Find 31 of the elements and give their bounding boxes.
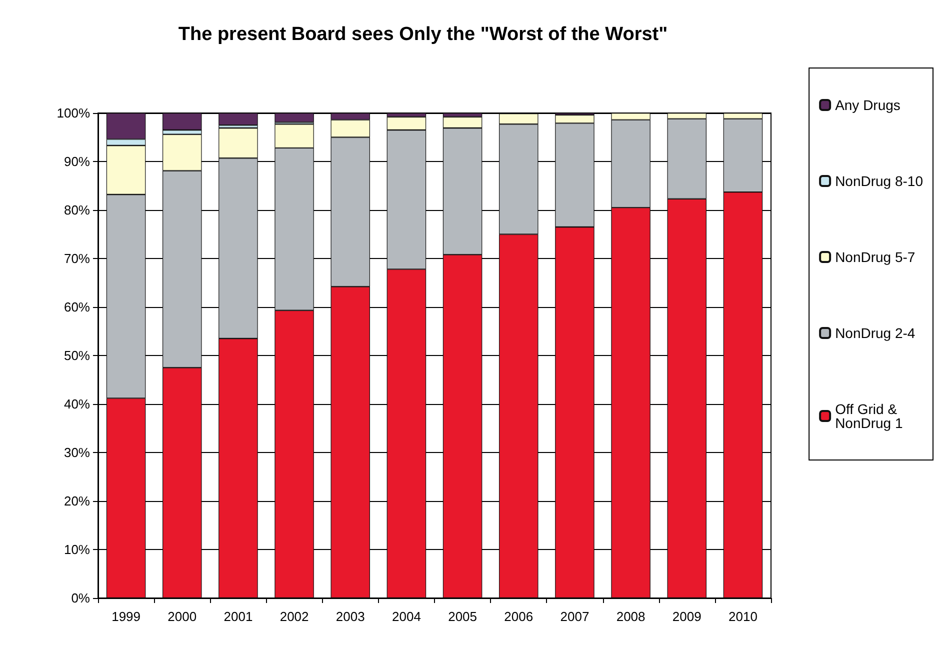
x-tick-label: 2008 — [616, 609, 646, 624]
bar — [274, 113, 314, 122]
x-tick-label: 2003 — [336, 609, 365, 624]
x-tick-label: 2009 — [672, 609, 702, 624]
legend-label: NonDrug 2-4 — [835, 325, 916, 341]
legend-label: NonDrug 5-7 — [835, 249, 916, 265]
y-tick-label: 70% — [64, 251, 90, 266]
x-tick-label: 2010 — [728, 609, 758, 624]
legend-label: Off Grid & NonDrug 1 — [835, 401, 903, 431]
y-tick-label: 30% — [64, 445, 90, 460]
y-tick-label: 90% — [64, 154, 90, 169]
y-tick-label: 60% — [64, 300, 90, 314]
y-tick-label: 10% — [64, 542, 90, 557]
x-tick-label: 2005 — [448, 609, 478, 624]
x-tick-label: 2004 — [392, 609, 421, 624]
y-tick-label: 100% — [56, 106, 90, 120]
y-tick-label: 50% — [64, 348, 90, 363]
legend-label: NonDrug 8-10 — [835, 173, 924, 189]
legend-label: Any Drugs — [835, 97, 900, 113]
chart-title: The present Board sees Only the "Worst of the Worst" — [178, 24, 668, 45]
x-tick-label: 2002 — [280, 609, 309, 624]
y-tick-label: 20% — [64, 494, 90, 508]
x-tick-label: 2000 — [168, 609, 197, 624]
x-tick-label: 2007 — [560, 609, 590, 624]
bar — [218, 113, 258, 126]
y-tick-label: 80% — [64, 202, 90, 218]
x-tick-label: 1999 — [112, 609, 141, 624]
x-tick-label: 2006 — [504, 609, 534, 624]
y-tick-label: 40% — [64, 396, 90, 412]
y-tick-label: 0% — [71, 590, 90, 606]
x-tick-label: 2001 — [224, 609, 253, 624]
